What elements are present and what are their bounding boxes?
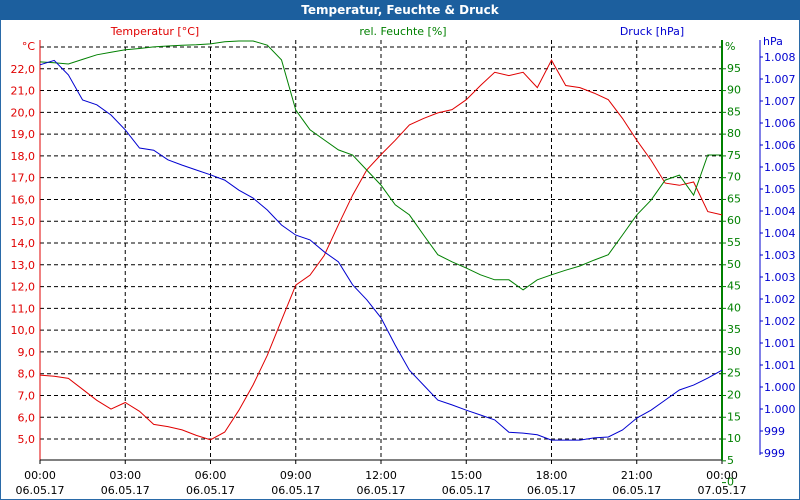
temperature-tick-label: 11,0: [11, 302, 36, 315]
pressure-tick-label: 999: [764, 425, 785, 438]
pressure-tick-label: 1.007: [764, 73, 796, 86]
temperature-tick-label: 9,0: [18, 346, 36, 359]
temperature-tick-label: 7,0: [18, 389, 36, 402]
pressure-tick-label: 1.002: [764, 315, 796, 328]
temperature-tick-label: 22,0: [11, 63, 36, 76]
temperature-tick-label: 5,0: [18, 433, 36, 446]
x-tick-time: 15:00: [450, 469, 482, 482]
humidity-tick-label: 70: [727, 171, 741, 184]
pressure-tick-label: 999: [764, 447, 785, 460]
humidity-tick-label: 75: [727, 149, 741, 162]
chart-title: Temperatur, Feuchte & Druck: [0, 0, 800, 20]
humidity-tick-label: 35: [727, 323, 741, 336]
humidity-tick-label: 80: [727, 127, 741, 140]
humidity-series-line: [39, 40, 722, 291]
pressure-tick-label: 1.000: [764, 381, 796, 394]
temperature-tick-label: 21,0: [11, 85, 36, 98]
pressure-tick-label: 1.003: [764, 249, 796, 262]
temperature-tick-label: 12,0: [11, 281, 36, 294]
pressure-tick-label: 1.004: [764, 205, 796, 218]
x-tick-date: 06.05.17: [357, 484, 406, 497]
humidity-tick-label: 55: [727, 236, 741, 249]
pressure-tick-label: 1.003: [764, 271, 796, 284]
humidity-unit: %: [725, 40, 735, 53]
humidity-tick-label: 40: [727, 301, 741, 314]
x-tick-time: 12:00: [365, 469, 397, 482]
humidity-tick-label: 85: [727, 105, 741, 118]
humidity-tick-label: 50: [727, 258, 741, 271]
humidity-tick-label: 30: [727, 345, 741, 358]
pressure-unit: hPa: [763, 35, 783, 48]
x-tick-time: 09:00: [280, 469, 312, 482]
temperature-tick-label: 17,0: [11, 172, 36, 185]
humidity-tick-label: 10: [727, 432, 741, 445]
pressure-tick-label: 1.001: [764, 337, 796, 350]
temperature-unit: °C: [22, 40, 36, 53]
temperature-tick-label: 8,0: [18, 368, 36, 381]
x-tick-time: 18:00: [536, 469, 568, 482]
x-tick-date: 06.05.17: [186, 484, 235, 497]
temperature-tick-label: 14,0: [11, 237, 36, 250]
humidity-tick-label: 5: [727, 454, 734, 467]
pressure-tick-label: 1.008: [764, 51, 796, 64]
temperature-tick-label: 16,0: [11, 193, 36, 206]
legend-pressure: Druck [hPa]: [620, 25, 684, 38]
x-tick-time: 03:00: [109, 469, 141, 482]
legend-humidity: rel. Feuchte [%]: [359, 25, 446, 38]
temperature-tick-label: 6,0: [18, 411, 36, 424]
x-tick-time: 00:00: [24, 469, 56, 482]
x-tick-date: 06.05.17: [442, 484, 491, 497]
temperature-tick-label: 19,0: [11, 128, 36, 141]
x-tick-time: 00:00: [706, 469, 738, 482]
humidity-tick-label: 20: [727, 388, 741, 401]
x-tick-date: 07.05.17: [698, 484, 747, 497]
pressure-series-line: [39, 59, 723, 441]
pressure-tick-label: 1.006: [764, 139, 796, 152]
humidity-tick-label: 0: [727, 476, 734, 489]
humidity-tick-label: 95: [727, 62, 741, 75]
temperature-tick-label: 10,0: [11, 324, 36, 337]
pressure-tick-label: 1.004: [764, 227, 796, 240]
pressure-tick-label: 1.006: [764, 117, 796, 130]
humidity-tick-label: 45: [727, 280, 741, 293]
x-tick-date: 06.05.17: [101, 484, 150, 497]
pressure-tick-label: 1.002: [764, 293, 796, 306]
x-tick-time: 21:00: [621, 469, 653, 482]
pressure-tick-label: 1.000: [764, 403, 796, 416]
humidity-tick-label: 65: [727, 192, 741, 205]
temperature-tick-label: 20,0: [11, 106, 36, 119]
x-tick-date: 06.05.17: [16, 484, 65, 497]
temperature-series-line: [39, 59, 723, 441]
pressure-tick-label: 1.001: [764, 359, 796, 372]
x-tick-date: 06.05.17: [271, 484, 320, 497]
temperature-tick-label: 15,0: [11, 215, 36, 228]
humidity-tick-label: 25: [727, 367, 741, 380]
temperature-tick-label: 18,0: [11, 150, 36, 163]
humidity-tick-label: 15: [727, 410, 741, 423]
x-tick-time: 06:00: [195, 469, 227, 482]
legend-temperature: Temperatur [°C]: [110, 25, 199, 38]
humidity-tick-label: 60: [727, 214, 741, 227]
pressure-tick-label: 1.005: [764, 161, 796, 174]
x-tick-date: 06.05.17: [527, 484, 576, 497]
pressure-tick-label: 1.005: [764, 183, 796, 196]
x-tick-date: 06.05.17: [612, 484, 661, 497]
humidity-tick-label: 90: [727, 84, 741, 97]
temperature-tick-label: 13,0: [11, 259, 36, 272]
pressure-tick-label: 1.007: [764, 95, 796, 108]
